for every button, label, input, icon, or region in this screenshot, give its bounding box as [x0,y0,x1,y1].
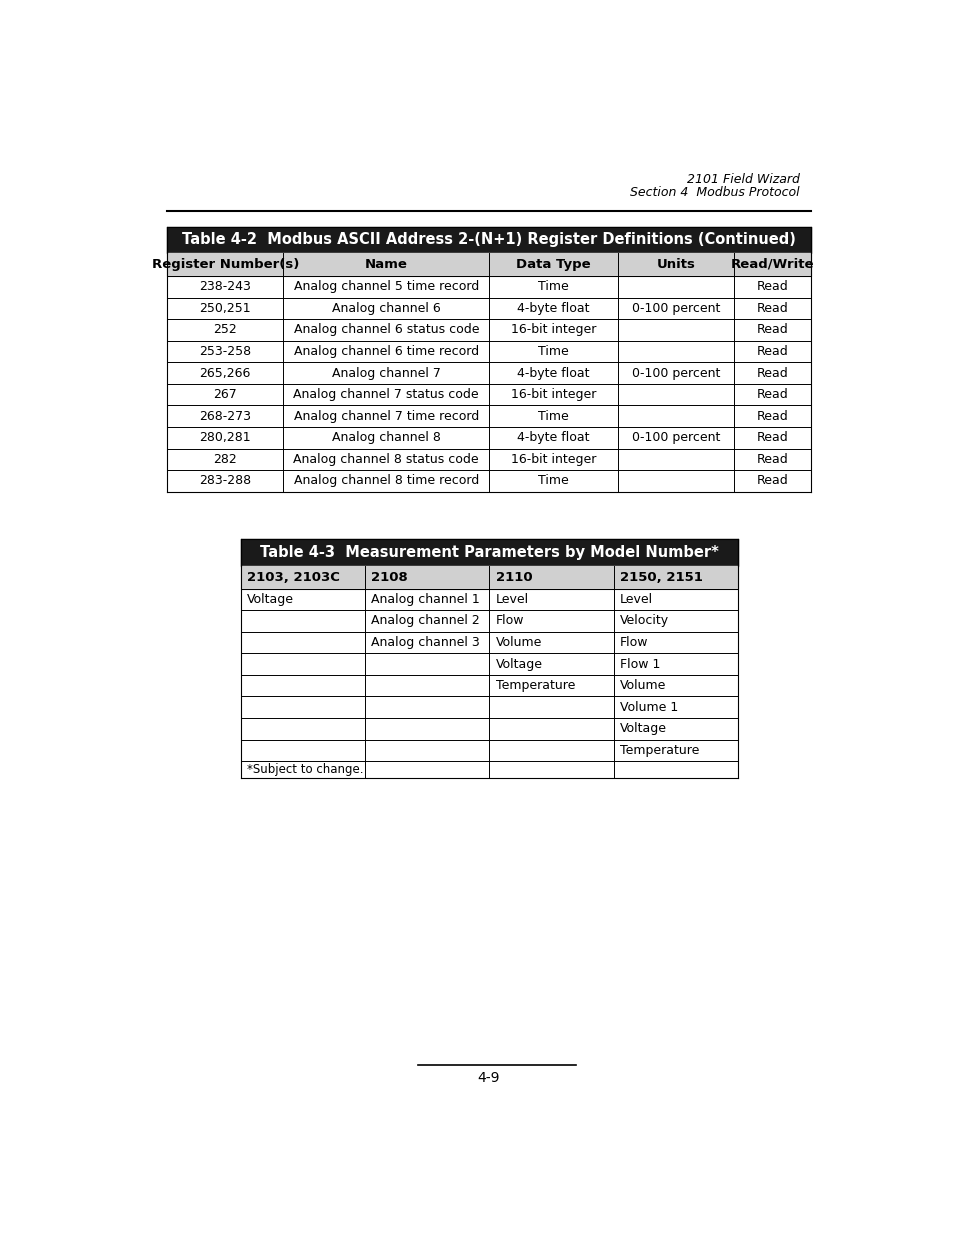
Bar [167,253,810,275]
Bar [167,384,810,405]
Text: 267: 267 [213,388,237,401]
Text: 280,281: 280,281 [199,431,251,445]
Text: Time: Time [537,410,569,422]
Text: 4-9: 4-9 [477,1071,499,1086]
Text: 252: 252 [213,324,237,336]
Text: 4-byte float: 4-byte float [517,367,589,379]
Text: Time: Time [537,345,569,358]
Text: 16-bit integer: 16-bit integer [511,324,596,336]
Text: 268-273: 268-273 [199,410,251,422]
Bar [241,540,737,566]
Text: Read/Write: Read/Write [730,258,814,270]
Text: Read: Read [756,367,788,379]
Text: 2110: 2110 [495,571,532,584]
Bar [241,566,737,589]
Text: 0-100 percent: 0-100 percent [631,367,720,379]
Bar [167,405,810,427]
Bar [167,319,810,341]
Bar [241,718,737,740]
Text: Flow 1: Flow 1 [619,657,659,671]
Bar [167,227,810,253]
Text: Temperature: Temperature [619,743,699,757]
Bar [241,761,737,778]
Text: Analog channel 8 time record: Analog channel 8 time record [294,474,478,488]
Text: Time: Time [537,280,569,293]
Text: Analog channel 6: Analog channel 6 [332,301,440,315]
Bar [241,740,737,761]
Bar [167,298,810,319]
Bar [167,427,810,448]
Text: Voltage: Voltage [619,722,666,735]
Text: Read: Read [756,345,788,358]
Text: 16-bit integer: 16-bit integer [511,453,596,466]
Text: Section 4  Modbus Protocol: Section 4 Modbus Protocol [629,186,799,199]
Text: 250,251: 250,251 [199,301,251,315]
Text: 2103, 2103C: 2103, 2103C [247,571,339,584]
Text: Read: Read [756,410,788,422]
Text: Flow: Flow [495,615,523,627]
Text: Analog channel 8: Analog channel 8 [332,431,440,445]
Text: Level: Level [495,593,528,606]
Text: Analog channel 6 status code: Analog channel 6 status code [294,324,478,336]
Text: 4-byte float: 4-byte float [517,301,589,315]
Text: Analog channel 3: Analog channel 3 [371,636,479,650]
Text: Read: Read [756,301,788,315]
Text: Read: Read [756,431,788,445]
Text: Voltage: Voltage [247,593,294,606]
Bar [167,362,810,384]
Text: Name: Name [364,258,407,270]
Bar [241,653,737,674]
Text: Volume: Volume [495,636,541,650]
Bar [167,471,810,492]
Text: Analog channel 2: Analog channel 2 [371,615,479,627]
Text: 2150, 2151: 2150, 2151 [619,571,701,584]
Text: Units: Units [656,258,695,270]
Text: Volume 1: Volume 1 [619,700,678,714]
Bar [241,589,737,610]
Text: Level: Level [619,593,652,606]
Text: Flow: Flow [619,636,647,650]
Text: Voltage: Voltage [495,657,542,671]
Text: Analog channel 7: Analog channel 7 [332,367,440,379]
Bar [167,341,810,362]
Bar [241,674,737,697]
Text: Read: Read [756,324,788,336]
Text: Table 4-2  Modbus ASCII Address 2-(N+1) Register Definitions (Continued): Table 4-2 Modbus ASCII Address 2-(N+1) R… [182,232,796,247]
Text: Data Type: Data Type [516,258,591,270]
Bar [167,275,810,298]
Text: 0-100 percent: 0-100 percent [631,431,720,445]
Text: Time: Time [537,474,569,488]
Text: Temperature: Temperature [495,679,575,692]
Text: Analog channel 1: Analog channel 1 [371,593,479,606]
Text: Analog channel 7 time record: Analog channel 7 time record [294,410,478,422]
Text: 265,266: 265,266 [199,367,251,379]
Text: Read: Read [756,388,788,401]
Text: 238-243: 238-243 [199,280,251,293]
Bar [241,610,737,632]
Text: Analog channel 7 status code: Analog channel 7 status code [294,388,478,401]
Text: Read: Read [756,280,788,293]
Text: Volume: Volume [619,679,665,692]
Text: 253-258: 253-258 [199,345,251,358]
Text: 282: 282 [213,453,237,466]
Text: Table 4-3  Measurement Parameters by Model Number*: Table 4-3 Measurement Parameters by Mode… [259,545,718,559]
Text: Read: Read [756,474,788,488]
Bar [167,448,810,471]
Text: 16-bit integer: 16-bit integer [511,388,596,401]
Text: *Subject to change.: *Subject to change. [247,763,363,776]
Text: 0-100 percent: 0-100 percent [631,301,720,315]
Text: 2101 Field Wizard: 2101 Field Wizard [686,173,799,186]
Text: Analog channel 5 time record: Analog channel 5 time record [294,280,478,293]
Text: Read: Read [756,453,788,466]
Bar [241,697,737,718]
Text: 4-byte float: 4-byte float [517,431,589,445]
Text: Velocity: Velocity [619,615,668,627]
Bar [241,632,737,653]
Text: 283-288: 283-288 [199,474,251,488]
Text: Analog channel 6 time record: Analog channel 6 time record [294,345,478,358]
Text: 2108: 2108 [371,571,408,584]
Text: Analog channel 8 status code: Analog channel 8 status code [294,453,478,466]
Text: Register Number(s): Register Number(s) [152,258,298,270]
